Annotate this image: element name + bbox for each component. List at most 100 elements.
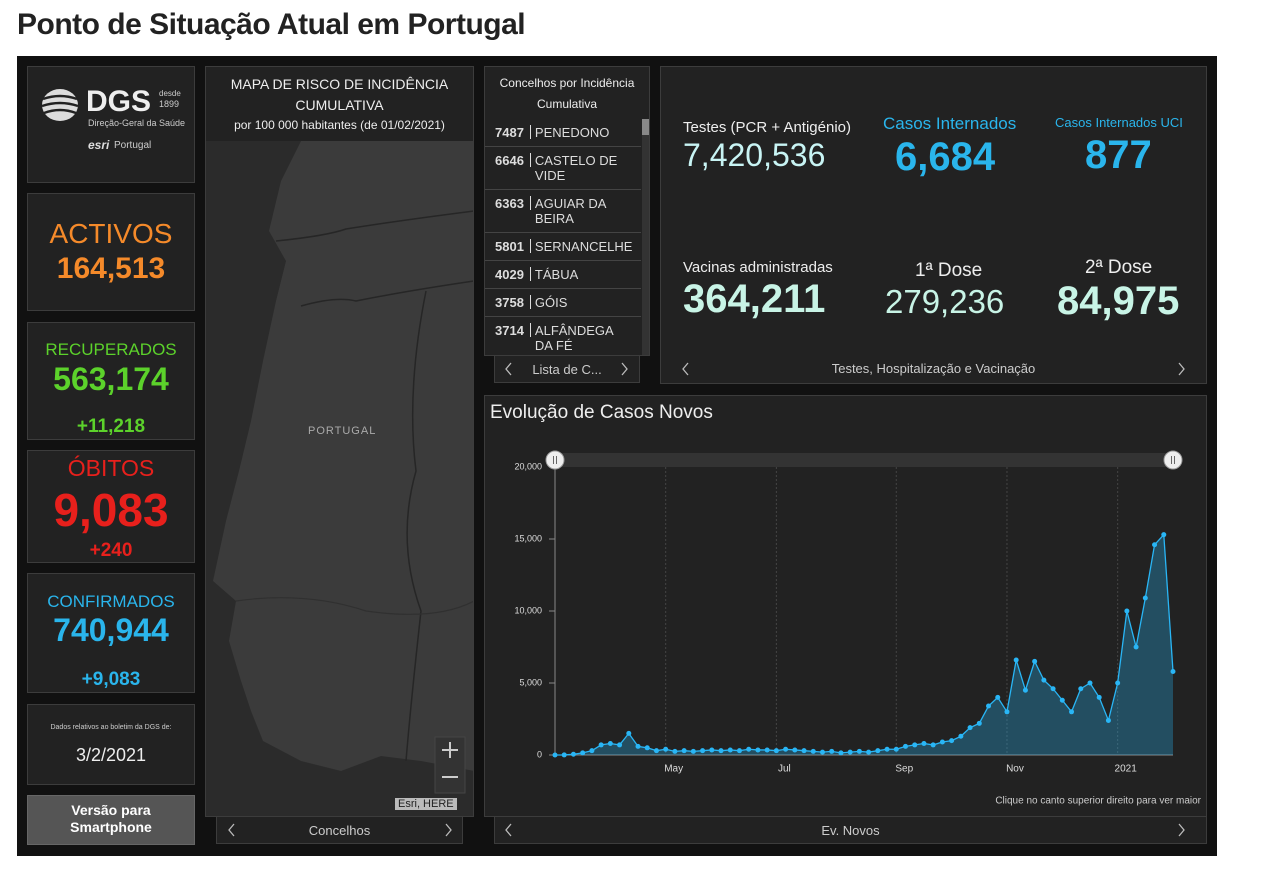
point [912, 742, 918, 748]
item-value: 3758 [495, 295, 524, 310]
point [884, 746, 890, 752]
list-item[interactable]: 5801 SERNANCELHE [485, 233, 641, 261]
point [847, 749, 853, 755]
map-panel: MAPA DE RISCO DE INCIDÊNCIA CUMULATIVA p… [205, 66, 474, 817]
point [995, 694, 1001, 700]
indicator-panel: RECUPERADOS 563,174 +11,218 [27, 322, 195, 440]
chart: Evolução de Casos Novos Clique no canto … [490, 402, 1202, 807]
list-item[interactable]: 4029 TÁBUA [485, 261, 641, 289]
x-tick-label: 2021 [1115, 764, 1138, 775]
page-title: Ponto de Situação Atual em Portugal [17, 8, 526, 41]
point [736, 748, 742, 754]
point [570, 751, 576, 757]
scrollbar[interactable] [642, 119, 649, 355]
point [783, 746, 789, 752]
map-place-label: PORTUGAL [308, 425, 377, 437]
point [718, 748, 724, 754]
stats-panel: Testes (PCR + Antigénio) 7,420,536 Casos… [660, 66, 1207, 384]
list-item[interactable]: 6363 AGUIAR DA BEIRA [485, 190, 641, 233]
separator [529, 196, 531, 210]
point [1013, 657, 1019, 663]
list-panel: Concelhos por Incidência Cumulativa 7487… [484, 66, 650, 356]
list-item[interactable]: 3758 GÓIS [485, 289, 641, 317]
stat-label: 2ª Dose [1085, 257, 1153, 278]
bulletin-label: Dados relativos ao boletim da DGS de: [50, 724, 172, 731]
scroll-thumb[interactable] [642, 119, 649, 135]
separator [529, 125, 531, 139]
list: 7487 PENEDONO 6646 CASTELO DE VIDE 6363 AGUIA… [485, 119, 641, 355]
point [764, 747, 770, 753]
point [598, 742, 604, 748]
point [903, 743, 909, 749]
y-tick-label: 0 [537, 749, 542, 759]
point [976, 720, 982, 726]
logo-since: desde [159, 89, 181, 98]
point [792, 747, 798, 753]
point [949, 738, 955, 744]
item-name: PENEDONO [534, 125, 610, 140]
x-tick-label: Jul [778, 764, 791, 775]
x-tick-label: Sep [895, 764, 913, 775]
point [1032, 658, 1038, 664]
stat-value: 7,420,536 [683, 137, 826, 173]
indicator-value: 740,944 [53, 612, 169, 648]
point [1041, 677, 1047, 683]
point [746, 746, 752, 752]
point [773, 748, 779, 754]
point [1078, 686, 1084, 692]
separator [529, 153, 531, 167]
separator [529, 267, 531, 281]
stat-value: 6,684 [895, 135, 996, 179]
indicator-panel: CONFIRMADOS 740,944 +9,083 [27, 573, 195, 693]
indicator-panel: ÓBITOS 9,083 +240 [27, 450, 195, 563]
x-tick-label: Nov [1006, 764, 1024, 775]
stats-tab-label[interactable]: Testes, Hospitalização e Vacinação [831, 361, 1036, 376]
item-name: SERNANCELHE [534, 239, 633, 254]
point [1022, 687, 1028, 693]
map-subtitle: por 100 000 habitantes (de 01/02/2021) [234, 118, 445, 132]
separator [529, 239, 531, 253]
indicator-value: 164,513 [56, 252, 166, 285]
chart-title: Evolução de Casos Novos [490, 402, 713, 423]
logo-name: DGS [86, 85, 152, 118]
slider-handle[interactable] [1163, 450, 1183, 470]
point [607, 740, 613, 746]
map-attribution: Esri, HERE [395, 798, 457, 810]
item-value: 4029 [495, 267, 524, 282]
point [561, 752, 567, 758]
point [1087, 680, 1093, 686]
list-item[interactable]: 3714 ALFÂNDEGA DA FÉ [485, 317, 641, 355]
stat-label: Testes (PCR + Antigénio) [683, 119, 851, 136]
map-title: MAPA DE RISCO DE INCIDÊNCIA CUMULATIVA [230, 76, 449, 113]
stat-value: 877 [1085, 133, 1152, 177]
point [626, 730, 632, 736]
list-item[interactable]: 6646 CASTELO DE VIDE [485, 147, 641, 190]
indicator-value: 563,174 [53, 361, 169, 397]
tab-label: Lista de C... [532, 361, 602, 377]
point [875, 748, 881, 754]
slider-handle[interactable] [545, 450, 565, 470]
point [819, 749, 825, 755]
list-tab[interactable]: Lista de C... [494, 355, 640, 383]
chart-tab[interactable]: Ev. Novos [494, 816, 1207, 844]
logo-icon [41, 89, 79, 121]
point [700, 748, 706, 754]
map-tab[interactable]: Concelhos [216, 816, 463, 844]
indicator-change: +240 [89, 540, 133, 561]
point [1050, 686, 1056, 692]
point [810, 748, 816, 754]
point [1133, 644, 1139, 650]
smartphone-button[interactable]: Versão para Smartphone [27, 795, 195, 845]
point [1096, 694, 1102, 700]
map[interactable] [206, 141, 474, 817]
indicator-value: 9,083 [53, 484, 169, 536]
separator [529, 295, 531, 309]
y-tick-label: 5,000 [519, 677, 542, 687]
item-name: AGUIAR DA BEIRA [534, 196, 606, 226]
point [1004, 709, 1010, 715]
list-item[interactable]: 7487 PENEDONO [485, 119, 641, 147]
partner-name: esri [88, 138, 110, 152]
point [1105, 717, 1111, 723]
item-name: TÁBUA [534, 267, 579, 282]
stat-label: Vacinas administradas [683, 259, 833, 276]
